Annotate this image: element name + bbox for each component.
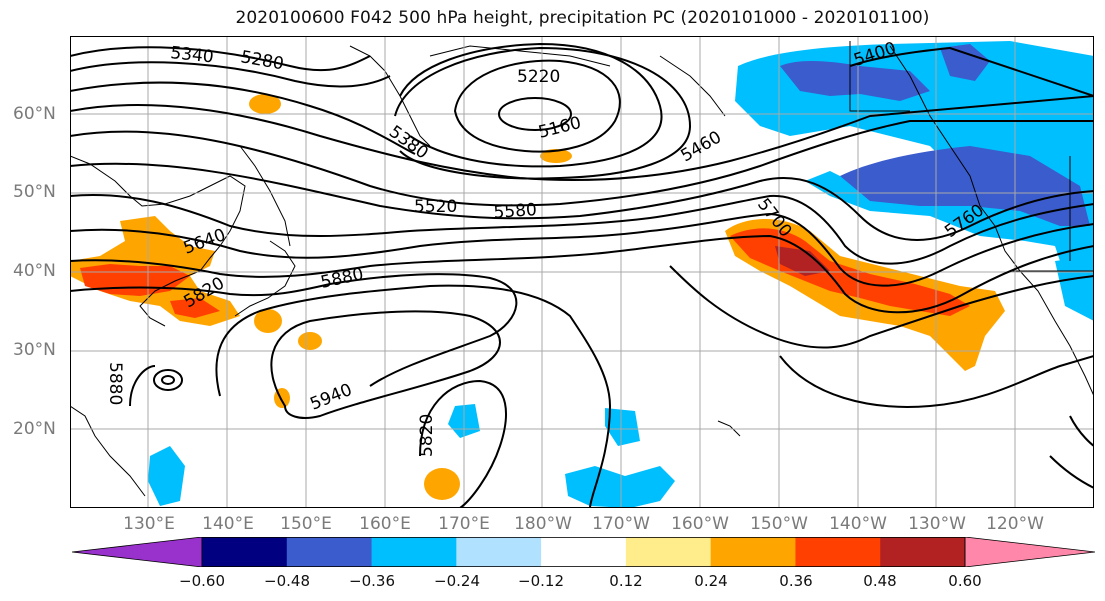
longitude-label: 160°E [359, 514, 411, 534]
negative-anomaly-mid [780, 61, 930, 101]
colorbar-tick-label: −0.48 [264, 572, 310, 590]
colorbar-segment [286, 537, 373, 567]
colorbar-tick-label: 0.36 [779, 572, 813, 590]
contour-5700 [70, 212, 1094, 287]
latitude-label: 20°N [13, 419, 56, 439]
contour-5460 [70, 95, 1094, 181]
colorbar-tick-label: −0.24 [434, 572, 480, 590]
negative-anomaly-mid [840, 146, 1090, 226]
latitude-label: 60°N [13, 104, 56, 124]
contour-5380 [70, 81, 416, 155]
positive-anomaly-spot [540, 149, 572, 163]
longitude-label: 140°E [202, 514, 254, 534]
contour-5820-south [215, 284, 612, 508]
positive-anomaly-spot [424, 468, 460, 500]
contour-5520 [70, 120, 1094, 207]
negative-anomaly-light [735, 41, 1094, 276]
positive-anomaly-spot [249, 94, 281, 114]
colorbar-segment [795, 537, 881, 567]
contour-5400 [849, 46, 1094, 97]
colorbar-segment [710, 537, 796, 567]
colorbar-segment [880, 537, 966, 567]
contour-label: 5880 [105, 362, 125, 405]
contour-5820-se [779, 355, 1094, 408]
colorbar-segment [456, 537, 542, 567]
latitude-label: 40°N [13, 261, 56, 281]
contour-5220 [453, 59, 621, 153]
colorbar-tick-label: 0.12 [609, 572, 643, 590]
longitude-label: 170°E [438, 514, 490, 534]
colorbar-tick-label: −0.12 [518, 572, 564, 590]
contour-5340-b [394, 46, 692, 180]
colorbar-segment [625, 537, 712, 567]
contour-5880 [70, 273, 518, 387]
positive-anomaly-mid [170, 298, 220, 318]
colorbar-arrow-max [964, 537, 1095, 567]
contour-label: 5220 [517, 67, 560, 87]
negative-anomaly-spot [605, 408, 640, 446]
longitude-label: 160°W [671, 514, 729, 534]
colorbar-segment [371, 537, 457, 567]
contour-5760 [70, 234, 1094, 314]
weather-map: 5340 5280 5220 5160 5380 5460 5400 5520 … [70, 36, 1094, 508]
contour-5160 [498, 97, 572, 131]
negative-anomaly-mid [940, 44, 990, 81]
colorbar-tick-label: −0.36 [349, 572, 395, 590]
longitude-label: 130°W [908, 514, 966, 534]
contour-5880-south [419, 379, 507, 508]
gridlines [70, 36, 1094, 508]
contour-5820-left [129, 365, 156, 407]
contour-5820-east [669, 265, 1094, 349]
latitude-label: 50°N [13, 182, 56, 202]
colorbar-tick-label: 0.48 [863, 572, 897, 590]
longitude-label: 170°W [592, 514, 650, 534]
contour-5340 [70, 61, 391, 88]
colorbar-outline [201, 537, 966, 567]
positive-anomaly-spot [298, 332, 322, 350]
longitude-label: 120°W [986, 514, 1044, 534]
contour-small-low-inner [161, 375, 175, 385]
colorbar [72, 537, 1095, 567]
contour-5280 [70, 46, 371, 72]
longitude-label: 150°E [280, 514, 332, 534]
map-title: 2020100600 F042 500 hPa height, precipit… [235, 8, 930, 28]
longitude-label: 150°W [750, 514, 808, 534]
colorbar-tick-label: 0.24 [694, 572, 728, 590]
contour-5880-se-b [1049, 455, 1094, 489]
contour-5640 [70, 194, 1094, 265]
contour-label: 5340 [169, 43, 214, 67]
positive-anomaly-dark [775, 246, 830, 276]
colorbar-tick-label: −0.60 [179, 572, 225, 590]
precipitation-shading [70, 41, 1094, 508]
contour-label: 5520 [414, 197, 457, 217]
contour-5280-b [399, 42, 663, 168]
height-contours [70, 42, 1094, 508]
negative-anomaly-spot [148, 446, 185, 506]
positive-anomaly-spot [254, 309, 282, 333]
contour-label: 5580 [493, 200, 538, 223]
colorbar-segment [541, 537, 627, 567]
contour-5580 [70, 162, 1094, 241]
colorbar-arrow-min [72, 537, 203, 567]
contour-label: 5820 [417, 414, 437, 457]
longitude-label: 140°W [829, 514, 887, 534]
contour-5940 [270, 310, 501, 419]
colorbar-tick-label: 0.60 [948, 572, 982, 590]
longitude-label: 180°W [514, 514, 572, 534]
latitude-label: 30°N [13, 340, 56, 360]
longitude-label: 130°E [123, 514, 175, 534]
colorbar-segment [202, 537, 288, 567]
contour-small-low [153, 369, 183, 391]
